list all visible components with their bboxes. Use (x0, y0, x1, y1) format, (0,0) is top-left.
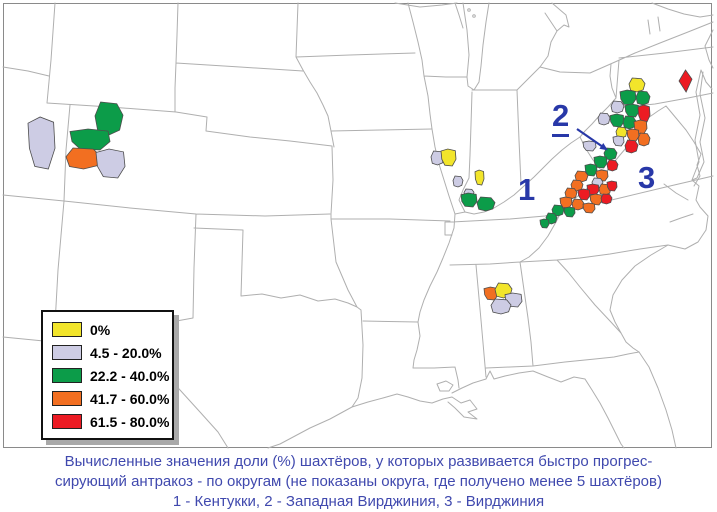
state-borders-plains (295, 2, 433, 148)
caption-line-1: Вычисленные значения доли (%) шахтёров, … (64, 453, 653, 470)
county (610, 100, 625, 114)
legend-label: 22.2 - 40.0% (90, 367, 170, 384)
legend-label: 4.5 - 20.0% (90, 344, 162, 361)
legend-swatch-0pct (52, 322, 82, 337)
legend-row: 4.5 - 20.0% (52, 341, 172, 364)
county (637, 132, 651, 147)
county (476, 196, 496, 212)
county (603, 147, 618, 161)
county (589, 193, 603, 206)
state-borders-midwest (394, 2, 570, 215)
map-label-kentucky: 1 (518, 172, 536, 207)
legend-row: 61.5 - 80.0% (52, 410, 172, 433)
county (624, 103, 640, 118)
county (624, 139, 639, 154)
county (600, 193, 613, 205)
legend-label: 41.7 - 60.0% (90, 390, 170, 407)
legend-label: 61.5 - 80.0% (90, 413, 170, 430)
county (571, 198, 585, 211)
county (635, 90, 651, 106)
county (69, 128, 111, 151)
county (440, 148, 457, 167)
lake-island (467, 8, 471, 12)
legend-row: 22.2 - 40.0% (52, 364, 172, 387)
county (94, 101, 124, 136)
county (483, 286, 499, 301)
county (577, 188, 591, 201)
county (551, 204, 565, 217)
county (564, 187, 578, 200)
legend-swatch-highest (52, 414, 82, 429)
county (95, 148, 126, 179)
map-frame: 1 2 3 0% 4.5 - 20.0% 22.2 - 40.0% 41.7 -… (2, 2, 714, 449)
legend-label: 0% (90, 321, 111, 338)
county (474, 169, 485, 186)
gulf-coastline (267, 351, 677, 449)
us-states-map (2, 2, 714, 449)
legend-swatch-mid (52, 368, 82, 383)
county (27, 116, 56, 170)
county (490, 298, 512, 315)
county (582, 202, 596, 214)
county (597, 112, 611, 126)
map-label-west-virginia: 2 (552, 98, 570, 137)
county (612, 135, 625, 147)
county (619, 89, 637, 106)
county (559, 196, 573, 209)
caption-line-3: 1 - Кентукки, 2 - Западная Вирджиния, 3 … (172, 493, 545, 510)
map-legend: 0% 4.5 - 20.0% 22.2 - 40.0% 41.7 - 60.0%… (41, 310, 174, 440)
county (637, 104, 651, 123)
county-polygons (27, 69, 693, 315)
lake-island (472, 14, 476, 18)
county (593, 155, 608, 169)
county (606, 159, 619, 172)
east-coastline (609, 2, 714, 353)
state-borders-ohio-valley (454, 21, 714, 215)
map-label-virginia: 3 (638, 160, 656, 195)
annotation-arrow (576, 128, 608, 151)
legend-row: 41.7 - 60.0% (52, 387, 172, 410)
state-borders-south (412, 105, 714, 389)
legend-swatch-high (52, 391, 82, 406)
county (626, 128, 640, 142)
county (539, 218, 550, 229)
county (563, 206, 576, 218)
county (582, 140, 597, 152)
county (584, 163, 598, 177)
county (606, 180, 618, 192)
county (609, 113, 625, 128)
county (678, 69, 693, 93)
county (460, 192, 478, 208)
county (622, 115, 637, 130)
caption-line-2: сирующий антракоз - по округам (не показ… (55, 473, 662, 490)
legend-swatch-low (52, 345, 82, 360)
county (65, 147, 102, 170)
county (452, 175, 464, 188)
map-caption: Вычисленные значения доли (%) шахтёров, … (0, 452, 717, 512)
legend-row: 0% (52, 318, 172, 341)
county (628, 77, 646, 93)
county (574, 170, 589, 183)
